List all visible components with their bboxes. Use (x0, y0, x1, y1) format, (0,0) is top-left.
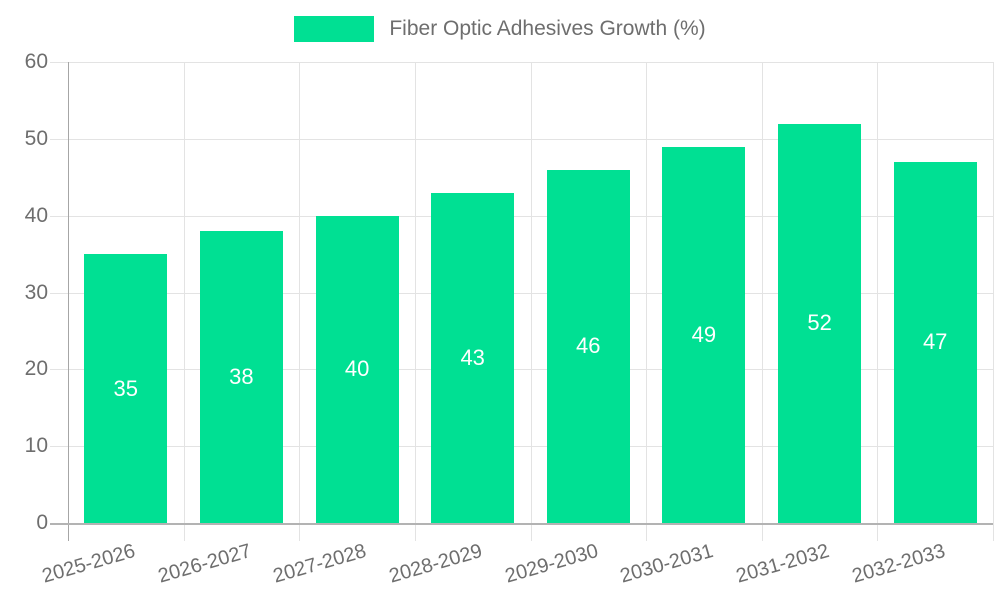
bar-value-label: 35 (113, 375, 139, 401)
gridline-x-boundary (530, 62, 532, 541)
gridline-y-60 (50, 62, 993, 63)
gridline-x-boundary (183, 62, 185, 541)
bar-value-label: 43 (460, 344, 485, 370)
y-axis-tick-label: 0 (36, 511, 48, 534)
bar-2029-2030[interactable]: 46 (546, 169, 630, 523)
x-axis-tick-label: 2032-2033 (849, 540, 948, 588)
bar-value-label: 47 (922, 329, 948, 355)
legend-label: Fiber Optic Adhesives Growth (%) (389, 17, 706, 40)
bar-2031-2032[interactable]: 52 (778, 123, 862, 523)
bar-2027-2028[interactable]: 40 (315, 215, 399, 523)
bar-value-label: 40 (344, 356, 370, 382)
x-axis-tick-label: 2027-2028 (271, 540, 370, 588)
x-axis-tick-label: 2030-2031 (617, 540, 716, 588)
bar-2030-2031[interactable]: 49 (662, 146, 746, 523)
bar-value-label: 38 (229, 364, 254, 389)
bar-value-label: 49 (691, 321, 717, 347)
bar-2025-2026[interactable]: 35 (84, 254, 168, 523)
y-axis-tick-label: 30 (24, 280, 48, 304)
gridline-x-boundary (993, 62, 994, 541)
y-axis-tick-label: 60 (24, 50, 48, 73)
y-axis-tick-label: 10 (24, 434, 48, 458)
bar-2028-2029[interactable]: 43 (431, 192, 515, 523)
x-axis-tick-label: 2025-2026 (39, 540, 138, 588)
legend-swatch-icon (294, 16, 375, 42)
gridline-x-boundary (299, 62, 301, 541)
bar-2026-2027[interactable]: 38 (199, 231, 283, 523)
x-axis-tick-label: 2031-2032 (733, 540, 832, 588)
gridline-x-boundary (761, 62, 763, 541)
gridline-x-boundary (877, 62, 879, 541)
x-axis-tick-label: 2028-2029 (386, 540, 485, 588)
chart-legend[interactable]: Fiber Optic Adhesives Growth (%) (0, 16, 1000, 42)
gridline-x-boundary (414, 62, 416, 541)
bar-value-label: 46 (576, 333, 601, 359)
y-axis-line (68, 62, 69, 541)
y-axis-tick-label: 40 (24, 203, 48, 227)
gridline-x-boundary (646, 62, 648, 541)
x-axis-tick-label: 2029-2030 (502, 540, 601, 588)
x-axis-tick-label: 2026-2027 (155, 540, 254, 588)
x-axis-line (50, 523, 993, 525)
y-axis-tick-label: 50 (24, 126, 48, 150)
bar-2032-2033[interactable]: 47 (893, 161, 977, 523)
y-axis-tick-label: 20 (24, 357, 48, 381)
bar-value-label: 52 (807, 310, 832, 336)
